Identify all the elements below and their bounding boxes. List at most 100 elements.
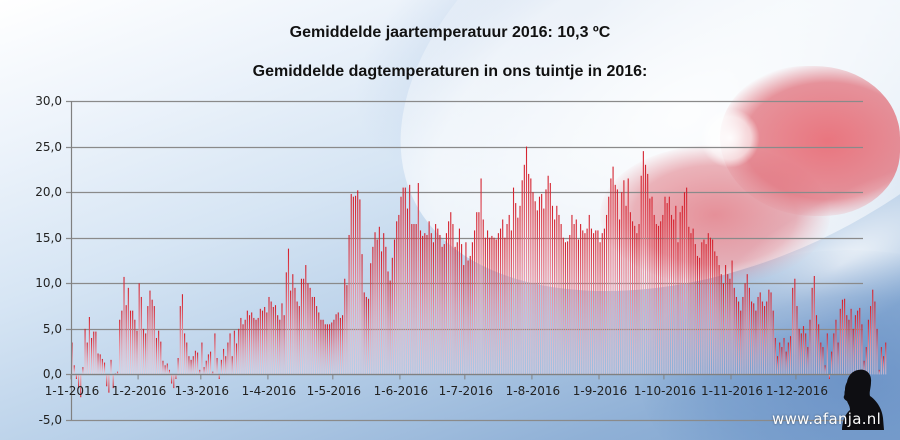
temperature-bar [424,233,426,375]
temperature-bar [584,233,586,375]
temperature-bar [337,312,339,375]
temperature-bar [495,239,497,375]
temperature-bar [443,244,445,375]
temperature-bar [108,374,110,393]
temperature-bar [776,356,779,375]
temperature-bar [127,287,129,375]
temperature-bar [365,296,367,375]
temperature-bar [406,208,409,375]
temperature-bar [445,233,447,375]
temperature-bar [121,310,123,375]
temperature-bar [419,230,422,375]
temperature-bar [854,315,856,375]
temperature-bar [136,330,138,375]
temperature-bar [84,328,86,375]
temperature-bar [307,283,309,375]
temperature-bar [428,221,430,375]
temperature-bar [333,319,335,375]
temperature-bar [683,192,686,375]
temperature-bar [138,283,140,375]
temperature-bar [872,289,874,375]
axes [70,101,863,420]
temperature-bar [627,178,629,375]
temperature-bar [216,358,218,375]
temperature-bar [342,315,344,375]
temperature-bar [158,330,160,375]
temperature-bar [577,239,579,375]
temperature-bar [499,228,502,375]
temperature-bar [383,233,385,375]
temperature-bar [385,246,387,375]
temperature-bar [729,278,731,375]
temperature-bar [177,358,179,375]
temperature-bar [521,180,523,375]
temperature-bar [787,342,789,375]
temperature-bar [861,324,863,375]
temperature-bar [372,246,374,375]
temperature-bar [393,239,396,375]
temperature-bar [474,230,476,375]
temperature-bar [285,272,287,375]
temperature-bar [504,237,506,375]
temperature-bar [846,315,848,375]
temperature-bar [785,351,787,375]
temperature-bar [404,187,406,375]
temperature-bar [116,371,119,375]
temperature-bar [99,354,101,375]
x-tick-label: 1-6-2016 [373,384,429,398]
temperature-bar [599,242,601,375]
temperature-bar [532,192,534,375]
temperature-bar [188,356,190,375]
temperature-bar [303,278,305,375]
temperature-bar [709,237,711,375]
temperature-bar [586,228,588,375]
temperature-bar [322,319,324,375]
temperature-bar [469,255,471,375]
temperature-bar [733,287,735,375]
temperature-bar [783,337,785,375]
temperature-bar [534,201,536,375]
temperature-bar [573,224,575,375]
temperature-bar [549,183,551,375]
temperature-bar [666,203,668,375]
temperature-bar [242,324,244,375]
temperature-bar [402,187,404,375]
temperature-bar [796,306,798,375]
temperature-bar [398,214,400,375]
temperature-bar [123,276,125,375]
temperature-bar [768,289,770,375]
temperature-bar [467,260,469,375]
temperature-bar [530,178,532,375]
temperature-bar [214,333,216,375]
temperature-bar [614,184,616,375]
temperature-bar [675,205,677,375]
temperature-bar [112,374,114,389]
temperature-bar [331,322,333,375]
temperature-bar [318,312,320,375]
temperature-bar [625,205,627,375]
temperature-bar [562,237,564,375]
temperature-bar [673,219,675,375]
temperature-bar [789,336,792,375]
temperature-bar [309,287,311,375]
temperature-bar [346,285,348,375]
temperature-bar [541,193,543,375]
temperature-bar [636,233,638,375]
temperature-bar [238,328,240,375]
temperature-bar [261,310,264,375]
temperature-bar [699,257,701,375]
temperature-bar [634,225,636,375]
temperature-bar [870,306,872,375]
temperature-bar [820,342,822,375]
temperature-bar [363,292,365,375]
temperature-bar [359,199,361,375]
temperature-bar [818,324,820,375]
temperature-bar [569,234,571,375]
temperature-bar [207,354,209,375]
temperature-bar [411,224,413,375]
temperature-bar [435,224,437,375]
temperature-bar [389,280,391,375]
temperature-bar [257,317,259,375]
temperature-bar [86,342,88,375]
temperature-bar [735,296,737,375]
